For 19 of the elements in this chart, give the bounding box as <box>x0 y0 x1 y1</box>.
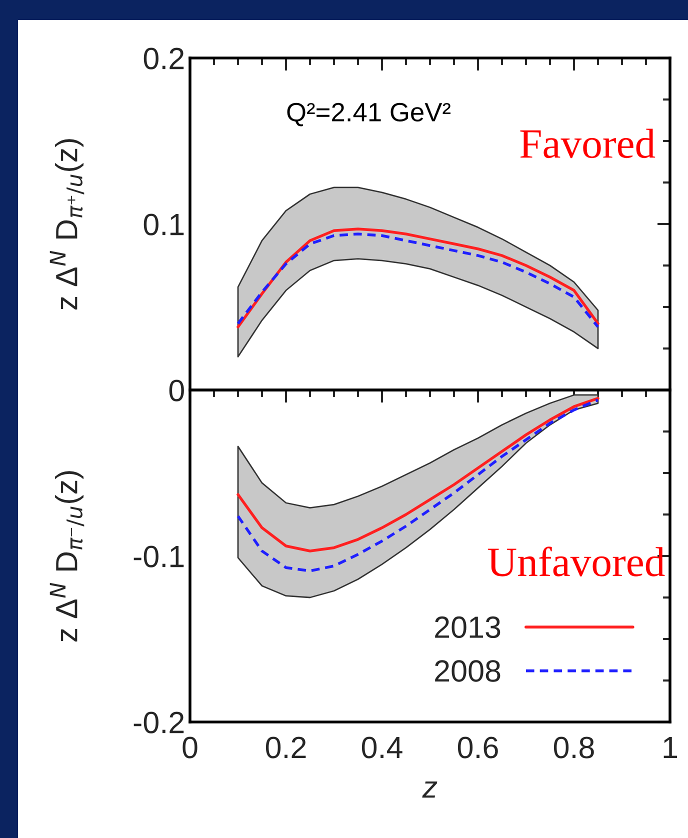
y-axis-title: z Δ$^{N}$ D$_{π⁺/u}$(z) <box>50 139 84 310</box>
x-tick-label: 0 <box>182 736 198 758</box>
annotation: Q²=2.41 GeV² <box>287 102 451 126</box>
x-tick-label: 0.6 <box>458 736 498 758</box>
y-tick-label: -0.2 <box>134 712 184 734</box>
y-tick-label: 0 <box>169 380 184 402</box>
x-tick-label: 0.8 <box>554 736 594 758</box>
x-tick-label: 1 <box>664 737 678 758</box>
annotation: Unfavored <box>488 546 665 576</box>
legend-label: 2013 <box>435 616 500 638</box>
y-tick-label: 0.2 <box>144 48 184 70</box>
annotation: Favored <box>520 128 656 158</box>
x-tick-label: 0.2 <box>266 736 306 758</box>
x-axis-title: z <box>422 781 438 798</box>
y-tick-label: -0.1 <box>134 546 184 568</box>
y-axis-title: z Δ$^{N}$ D$_{π⁻/u}$(z) <box>50 471 84 642</box>
y-tick-label: 0.1 <box>144 214 184 236</box>
x-tick-label: 0.4 <box>362 736 402 758</box>
legend-label: 2008 <box>435 660 500 682</box>
